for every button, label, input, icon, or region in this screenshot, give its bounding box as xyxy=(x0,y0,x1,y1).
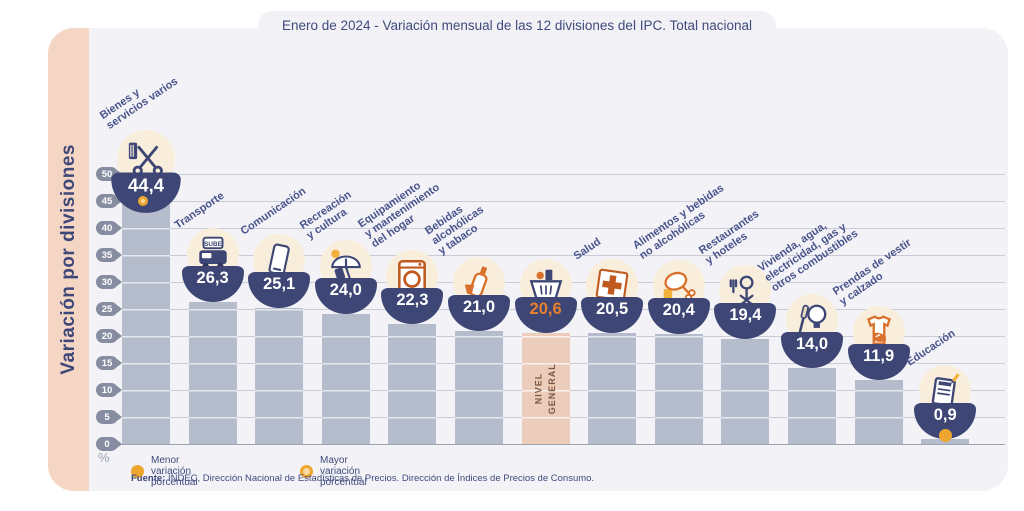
source-prefix: Fuente: xyxy=(131,473,166,484)
value-bowl: 19,4 xyxy=(714,303,777,340)
y-tick-25: 25 xyxy=(96,302,118,316)
value-bowl: 26,3 xyxy=(181,265,244,302)
value-bowl: 21,0 xyxy=(448,294,510,331)
value-bowl: 20,4 xyxy=(647,297,710,334)
bar-bebidas-alcohólicas-y-tabaco xyxy=(455,330,503,444)
value-bowl: 11,9 xyxy=(847,343,910,380)
bar-salud xyxy=(588,333,637,444)
legend-item-min: Menor variación porcentual xyxy=(131,455,198,488)
chart-title: Enero de 2024 - Variación mensual de las… xyxy=(257,11,777,40)
y-axis-unit: % xyxy=(98,450,110,465)
y-tick-35: 35 xyxy=(96,248,118,262)
bar-restaurantes-y-hoteles xyxy=(721,339,770,444)
y-tick-20: 20 xyxy=(96,329,118,343)
y-tick-10: 10 xyxy=(96,383,118,397)
bar-transporte xyxy=(188,301,237,444)
gridline-40 xyxy=(117,228,1005,229)
legend-label-max: Mayor variación porcentual xyxy=(320,455,367,488)
nivel-general-bar-label: NIVEL GENERAL xyxy=(533,362,557,414)
bus-sube-icon: SUBE xyxy=(186,227,239,280)
bar-bienes-y-servicios-varios xyxy=(122,204,170,444)
y-tick-30: 30 xyxy=(96,275,118,289)
bar-alimentos-y-bebidas-no-alcohólicas xyxy=(654,333,703,444)
y-tick-0: 0 xyxy=(96,437,118,451)
gridline-35 xyxy=(117,255,1005,256)
min-variation-marker xyxy=(938,429,952,443)
gridline-50 xyxy=(117,174,1005,175)
y-tick-5: 5 xyxy=(96,410,118,424)
value-bowl: 14,0 xyxy=(781,332,843,369)
y-tick-45: 45 xyxy=(96,194,118,208)
min-variation-dot-icon xyxy=(131,465,144,478)
bar-vivienda,-agua,-electricidad,-gas-y-otros-combustibles xyxy=(788,368,836,444)
value-bowl: 44,4 xyxy=(111,172,181,214)
bar-nivel-general: NIVEL GENERAL xyxy=(521,332,570,444)
max-variation-marker xyxy=(138,196,148,207)
medical-cross-icon xyxy=(586,259,639,312)
y-tick-40: 40 xyxy=(96,221,118,235)
bar-prendas-de-vestir-y-calzado xyxy=(854,379,903,444)
legend-label-min: Menor variación porcentual xyxy=(151,455,198,488)
source-line: Fuente: INDEC, Dirección Nacional de Est… xyxy=(131,473,594,484)
value-bowl: 22,3 xyxy=(381,287,444,324)
value-bowl: 25,1 xyxy=(248,272,311,309)
y-tick-15: 15 xyxy=(96,356,118,370)
value-bowl: 20,6 xyxy=(514,296,577,333)
gridline-45 xyxy=(117,201,1005,202)
bar-recreación-y-cultura xyxy=(321,314,370,444)
category-label: Bienes y servicios varios xyxy=(97,75,181,132)
source-text: INDEC, Dirección Nacional de Estadística… xyxy=(165,473,595,484)
legend-item-max: Mayor variación porcentual xyxy=(300,455,367,488)
max-variation-dot-icon xyxy=(300,465,313,478)
category-label: Comunicación xyxy=(238,185,309,238)
bar-equipamiento-y-mantenimiento-del-hogar xyxy=(388,323,437,444)
value-bowl: 20,5 xyxy=(581,297,644,334)
svg-text:SUBE: SUBE xyxy=(204,241,222,248)
bar-comunicación xyxy=(255,308,304,444)
gridline-0 xyxy=(117,444,1005,445)
y-axis-title-strip: Variación por divisiones xyxy=(48,28,89,491)
category-label: Educación xyxy=(904,327,958,369)
